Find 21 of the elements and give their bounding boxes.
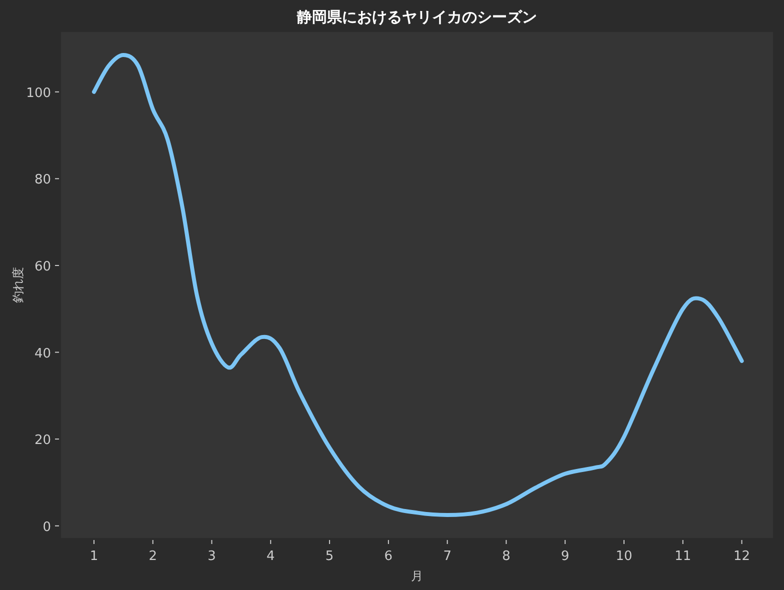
chart-title: 静岡県におけるヤリイカのシーズン (296, 8, 537, 26)
x-tick-label: 12 (734, 549, 750, 564)
y-tick-label: 0 (42, 520, 51, 535)
x-tick-label: 6 (384, 549, 393, 564)
x-tick-label: 5 (325, 549, 334, 564)
x-tick-label: 9 (560, 549, 570, 564)
x-tick-label: 11 (674, 549, 692, 564)
x-tick-label: 8 (502, 549, 510, 564)
y-tick-label: 100 (26, 86, 51, 101)
y-tick-label: 20 (34, 433, 51, 448)
x-tick-label: 1 (90, 549, 98, 564)
x-tick-label: 3 (208, 549, 216, 564)
x-tick-label: 10 (616, 549, 632, 564)
y-tick-label: 80 (34, 172, 51, 188)
x-axis-title: 月 (411, 569, 423, 583)
x-tick-label: 4 (266, 549, 275, 564)
y-tick-label: 60 (34, 259, 51, 274)
y-axis-title: 釣れ度 (11, 267, 25, 303)
y-tick-label: 40 (34, 346, 51, 362)
x-tick-label: 7 (443, 549, 452, 564)
x-tick-label: 2 (148, 549, 158, 564)
